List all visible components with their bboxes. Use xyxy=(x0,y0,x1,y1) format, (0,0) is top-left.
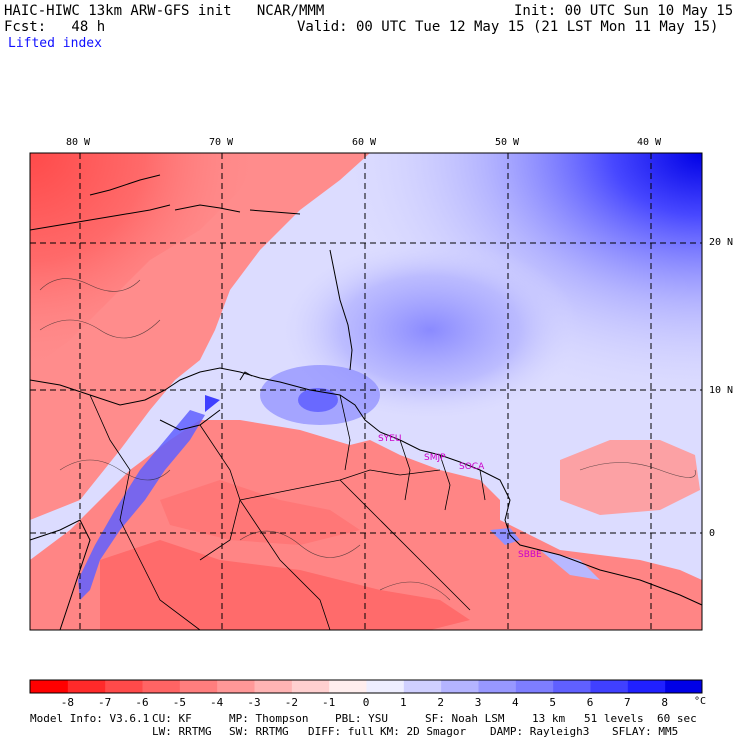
field-name: Lifted index xyxy=(8,36,102,51)
colorbar-tick-label: 6 xyxy=(586,696,594,709)
colorbar-unit: °C xyxy=(694,696,707,707)
lat-label-20n: 20 N xyxy=(709,237,734,248)
colorbar-swatch xyxy=(104,680,143,693)
colorbar-swatch xyxy=(552,680,591,693)
colorbar-swatch xyxy=(478,680,516,693)
time-step: 60 sec xyxy=(657,712,697,725)
colorbar-tick-label: -3 xyxy=(247,696,261,709)
colorbar-swatch xyxy=(179,680,218,693)
country-borders xyxy=(89,394,486,631)
lon-label-60w: 60 W xyxy=(352,137,377,148)
colorbar-tick-label: 3 xyxy=(474,696,482,709)
colorbar-swatch xyxy=(328,680,367,693)
colorbar-swatch xyxy=(254,680,292,693)
colorbar-tick-label: -5 xyxy=(172,696,186,709)
colorbar-swatch xyxy=(67,680,106,693)
colorbar-tick-label: 4 xyxy=(512,696,519,709)
lon-label-80w: 80 W xyxy=(66,137,91,148)
colorbar-tick-label: -7 xyxy=(98,696,112,709)
lon-label-50w: 50 W xyxy=(495,137,520,148)
colorbar-swatch xyxy=(30,680,68,693)
colorbar-tick-label: -1 xyxy=(322,696,336,709)
model-version: Model Info: V3.6.1 xyxy=(30,712,150,725)
lon-label-40w: 40 W xyxy=(637,137,662,148)
colorbar-tick-label: 8 xyxy=(661,696,668,709)
init-time: Init: 00 UTC Sun 10 May 15 xyxy=(514,3,734,19)
colorbar-swatch xyxy=(440,680,479,693)
colorbar-swatch xyxy=(664,680,703,693)
colorbar-tick-label: 5 xyxy=(549,696,556,709)
colorbar-swatch xyxy=(627,680,666,693)
colorbar-tick-label: 1 xyxy=(400,696,407,709)
resolution: 13 km xyxy=(532,712,566,725)
pbl-scheme: PBL: YSU xyxy=(335,712,388,725)
surface-layer-option: SFLAY: MM5 xyxy=(612,725,679,738)
surface-scheme: SF: Noah LSM xyxy=(425,712,505,725)
km-option: KM: 2D Smagor xyxy=(380,725,467,738)
lat-label-10n: 10 N xyxy=(709,385,734,396)
colorbar-tick-label: -2 xyxy=(284,696,298,709)
colorbar-tick-label: -8 xyxy=(60,696,74,709)
diffusion-option: DIFF: full xyxy=(308,725,375,738)
colorbar-swatch xyxy=(590,680,628,693)
shortwave-scheme: SW: RRTMG xyxy=(229,725,289,738)
microphysics-scheme: MP: Thompson xyxy=(229,712,309,725)
colorbar-swatch xyxy=(216,680,255,693)
forecast-hour: Fcst: 48 h xyxy=(4,19,106,35)
colorbar-swatch xyxy=(291,680,330,693)
colorbar xyxy=(29,679,703,694)
station-label: SOCA xyxy=(459,462,485,472)
colorbar-tick-label: 7 xyxy=(624,696,631,709)
colorbar-swatch xyxy=(366,680,404,693)
colorbar-swatch xyxy=(403,680,442,693)
colorbar-frame xyxy=(29,679,703,694)
contour-lines xyxy=(39,278,696,601)
model-title: HAIC-HIWC 13km ARW-GFS init NCAR/MMM xyxy=(4,3,325,19)
colorbar-swatch xyxy=(515,680,554,693)
station-label: SBBE xyxy=(518,550,542,560)
lat-label-0: 0 xyxy=(709,528,716,539)
map-frame xyxy=(29,152,703,631)
longwave-scheme: LW: RRTMG xyxy=(152,725,212,738)
colorbar-tick-label: 0 xyxy=(362,696,370,709)
station-label: SMJP xyxy=(424,453,446,463)
lon-label-70w: 70 W xyxy=(209,137,234,148)
colorbar-swatch xyxy=(142,680,180,693)
map-plot-area: SYEU SMJP SOCA SBBE xyxy=(29,152,703,631)
vertical-levels: 51 levels xyxy=(584,712,644,725)
colorbar-tick-label: 2 xyxy=(437,696,444,709)
lat-lon-grid xyxy=(30,153,702,630)
cumulus-scheme: CU: KF xyxy=(152,712,192,725)
coastlines xyxy=(29,174,703,631)
damping-option: DAMP: Rayleigh3 xyxy=(490,725,590,738)
colorbar-tick-label: -6 xyxy=(135,696,149,709)
station-label: SYEU xyxy=(378,434,401,444)
colorbar-tick-label: -4 xyxy=(210,696,224,709)
valid-time: Valid: 00 UTC Tue 12 May 15 (21 LST Mon … xyxy=(297,19,719,35)
